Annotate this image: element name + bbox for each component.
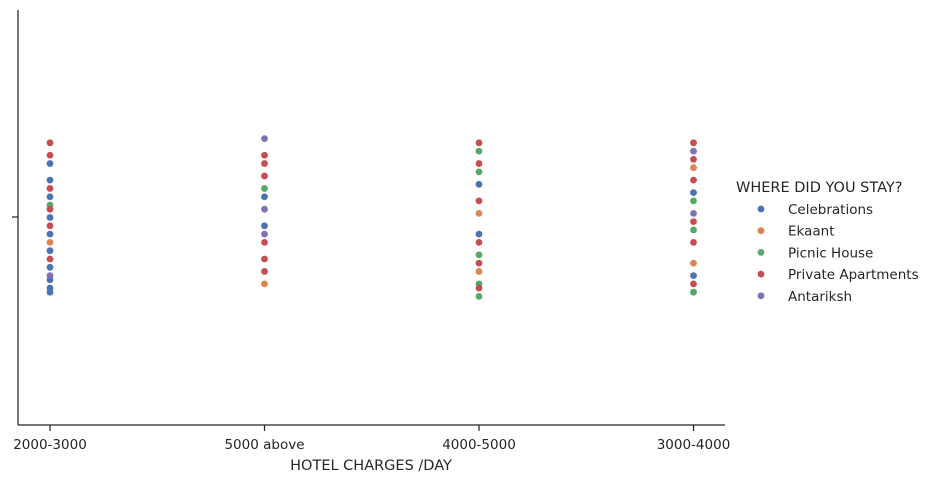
data-point-private-apartments	[690, 218, 697, 226]
data-point-antariksh	[690, 209, 697, 217]
data-point-private-apartments	[475, 239, 483, 246]
legend-marker	[757, 270, 765, 278]
data-point-celebrations	[261, 222, 268, 230]
legend-title: WHERE DID YOU STAY?	[736, 180, 902, 196]
legend-items: Celebrations Ekaant Picnic House Private Ap…	[757, 202, 919, 305]
data-point-ekaant	[475, 209, 483, 217]
data-point-celebrations	[46, 284, 54, 292]
x-tick-label: 4000-5000	[442, 437, 516, 453]
data-point-celebrations	[46, 193, 54, 201]
data-point-private-apartments	[690, 239, 697, 246]
plot-area: 2000-3000 5000 above 4000-5000 3000-4000	[12, 10, 730, 453]
x-ticks: 2000-3000 5000 above 4000-5000 3000-4000	[13, 425, 730, 453]
data-point-private-apartments	[475, 160, 483, 167]
legend: WHERE DID YOU STAY? Celebrations Ekaant Pi…	[736, 180, 919, 305]
data-point-celebrations	[46, 176, 54, 184]
legend-label: Celebrations	[788, 202, 873, 218]
legend-label: Picnic House	[788, 245, 873, 261]
data-point-private-apartments	[261, 268, 268, 275]
data-point-picnic-house	[690, 288, 697, 296]
data-point-picnic-house	[475, 168, 483, 176]
data-point-private-apartments	[261, 160, 268, 167]
data-point-private-apartments	[261, 172, 268, 180]
data-point-private-apartments	[46, 185, 54, 192]
data-point-private-apartments	[46, 255, 54, 263]
data-point-picnic-house	[261, 185, 268, 192]
data-point-celebrations	[690, 189, 697, 197]
x-axis-label: HOTEL CHARGES /DAY	[290, 458, 452, 474]
data-point-ekaant	[46, 239, 54, 246]
data-point-private-apartments	[690, 139, 697, 147]
data-point-celebrations	[690, 272, 697, 279]
data-point-celebrations	[261, 193, 268, 201]
x-tick-label: 5000 above	[224, 437, 304, 453]
data-point-celebrations	[46, 230, 54, 238]
data-point-private-apartments	[475, 139, 483, 147]
legend-label: Antariksh	[788, 289, 852, 305]
data-point-private-apartments	[690, 176, 697, 184]
data-point-celebrations	[475, 230, 483, 238]
legend-marker	[757, 227, 765, 235]
data-point-private-apartments	[475, 284, 483, 292]
x-tick-label: 2000-3000	[13, 437, 87, 453]
data-points	[46, 135, 697, 300]
data-point-private-apartments	[261, 239, 268, 246]
data-point-picnic-house	[475, 292, 483, 300]
data-point-picnic-house	[690, 226, 697, 234]
legend-label: Ekaant	[788, 224, 835, 240]
data-point-private-apartments	[46, 222, 54, 230]
data-point-private-apartments	[261, 255, 268, 263]
data-point-antariksh	[261, 230, 268, 238]
data-point-ekaant	[475, 268, 483, 275]
data-point-picnic-house	[475, 251, 483, 259]
legend-marker	[757, 205, 765, 213]
data-point-private-apartments	[690, 280, 697, 288]
data-point-celebrations	[475, 180, 483, 188]
data-point-celebrations	[46, 263, 54, 271]
data-point-ekaant	[690, 164, 697, 172]
data-point-antariksh	[261, 205, 268, 213]
data-point-picnic-house	[475, 147, 483, 155]
data-point-private-apartments	[46, 151, 54, 159]
data-point-ekaant	[261, 280, 268, 288]
data-point-private-apartments	[475, 197, 483, 205]
data-point-celebrations	[46, 247, 54, 255]
legend-marker	[757, 249, 765, 256]
data-point-private-apartments	[690, 156, 697, 163]
x-tick-label: 3000-4000	[657, 437, 731, 453]
data-point-antariksh	[261, 135, 268, 143]
data-point-celebrations	[46, 160, 54, 167]
data-point-picnic-house	[690, 197, 697, 205]
data-point-ekaant	[690, 259, 697, 267]
legend-label: Private Apartments	[788, 267, 919, 283]
data-point-private-apartments	[46, 139, 54, 147]
data-point-celebrations	[46, 214, 54, 221]
data-point-antariksh	[690, 147, 697, 155]
data-point-antariksh	[46, 272, 54, 279]
data-point-private-apartments	[261, 151, 268, 159]
data-point-private-apartments	[475, 259, 483, 267]
legend-marker	[757, 292, 765, 300]
data-point-private-apartments	[46, 205, 54, 213]
